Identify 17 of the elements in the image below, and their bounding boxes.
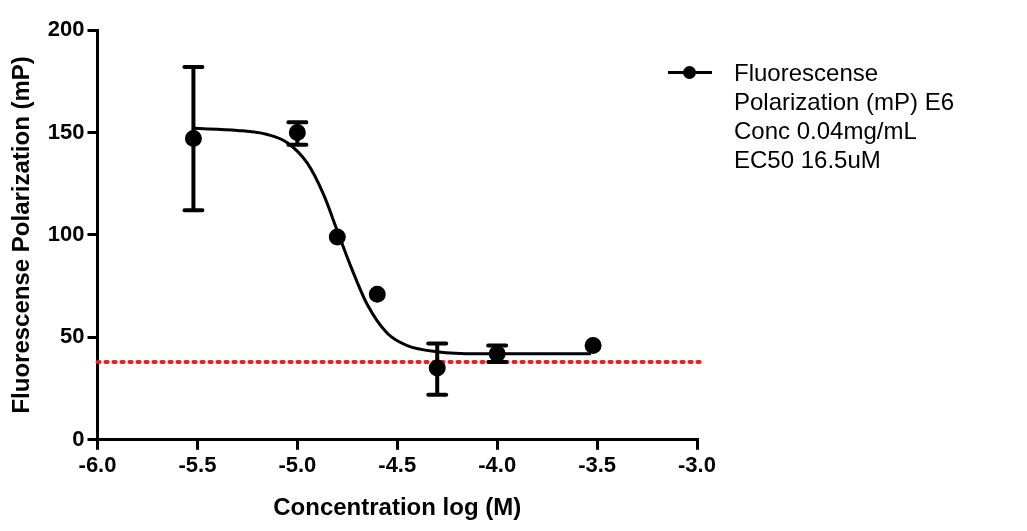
x-tick-label: -5.0 [278, 452, 317, 478]
y-tick-label: 200 [47, 16, 85, 42]
y-tick-label: 100 [47, 220, 85, 246]
x-tick-label: -5.5 [178, 452, 217, 478]
y-tick-label: 0 [72, 425, 85, 451]
x-tick-label: -4.0 [478, 452, 517, 478]
point [584, 337, 602, 355]
x-tick-label: -6.0 [78, 452, 117, 478]
y-tick-label: 50 [60, 323, 85, 349]
x-axis-title: Concentration log (M) [273, 493, 522, 521]
x-tick-label: -3.0 [678, 452, 716, 478]
x-tick-label: -4.5 [378, 452, 417, 478]
legend-label: Fluorescense Polarization (mP) E6 Conc 0.04mg/mL EC50 16.5uM [734, 58, 956, 174]
point [368, 285, 386, 303]
x-tick-label: -3.5 [578, 452, 617, 478]
y-axis-title: Fluorescense Polarization (mP) [7, 56, 35, 414]
y-tick-label: 150 [47, 118, 85, 144]
